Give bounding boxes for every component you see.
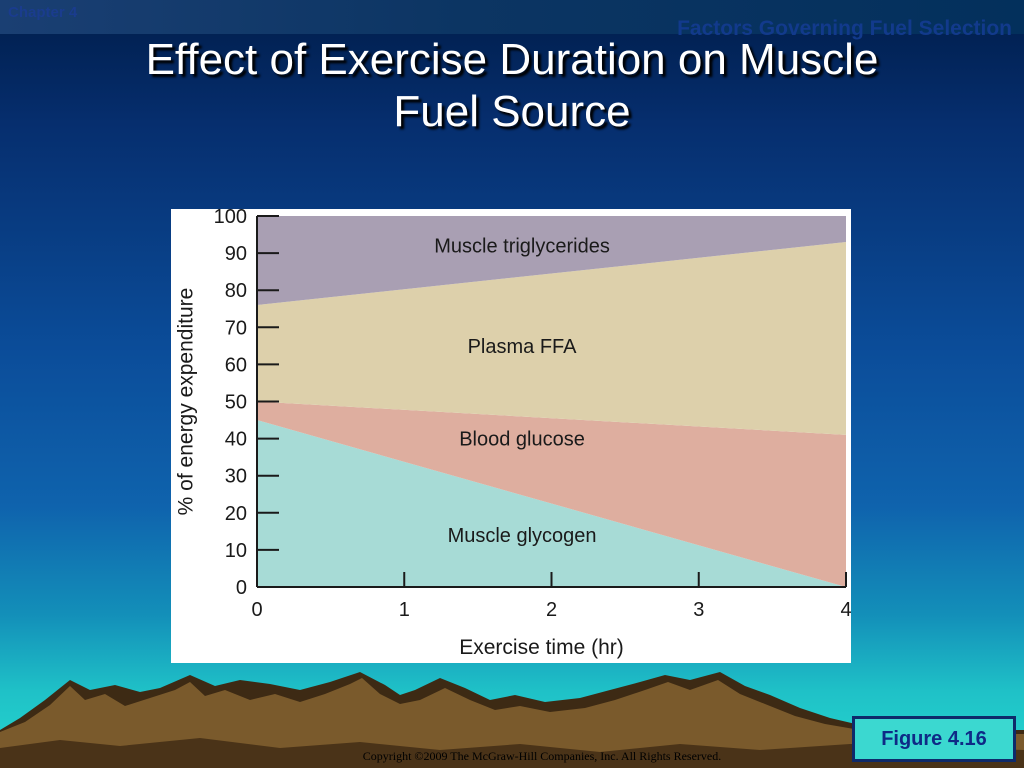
area-muscle-glycogen — [257, 420, 846, 587]
x-tick-label: 3 — [693, 599, 704, 621]
area-label-plasma-ffa: Plasma FFA — [468, 336, 578, 358]
y-tick-label: 50 — [225, 392, 247, 414]
y-tick-label: 70 — [225, 317, 247, 339]
x-tick-label: 1 — [399, 599, 410, 621]
y-tick-label: 0 — [236, 577, 247, 599]
area-label-muscle-triglycerides: Muscle triglycerides — [434, 236, 610, 258]
area-plasma-ffa — [257, 241, 846, 435]
y-tick-label: 90 — [225, 243, 247, 265]
y-tick-label: 10 — [225, 540, 247, 562]
slide-title-line-2: Fuel Source — [393, 87, 631, 136]
labels-layer: 0 10 20 30 40 50 60 70 80 90 100 0 1 2 3 4 Exercise time… — [175, 209, 851, 659]
area-label-blood-glucose: Blood glucose — [459, 429, 585, 451]
area-muscle-triglycerides — [257, 216, 846, 306]
y-tick-label: 30 — [225, 466, 247, 488]
x-axis-label: Exercise time (hr) — [459, 636, 624, 659]
y-tick-label: 80 — [225, 280, 247, 302]
y-tick-label: 20 — [225, 503, 247, 525]
mountain-range-decoration — [0, 672, 1024, 768]
copyright-notice: Copyright ©2009 The McGraw-Hill Companie… — [362, 749, 722, 763]
area-label-muscle-glycogen: Muscle glycogen — [448, 525, 597, 547]
y-tick-label: 60 — [225, 354, 247, 376]
section-title: Factors Governing Fuel Selection — [677, 17, 1012, 40]
slide-title: Effect of Exercise Duration on Muscle Fu… — [0, 34, 1024, 138]
figure-badge: Figure 4.16 — [852, 716, 1016, 762]
chapter-label: Chapter 4 — [8, 4, 78, 21]
mountain-base — [0, 738, 1024, 768]
y-axis-label: % of energy expenditure — [175, 288, 198, 516]
area-blood-glucose — [257, 401, 846, 587]
y-tick-label: 100 — [214, 209, 247, 228]
areas-layer — [257, 216, 846, 587]
chart-panel: 0 10 20 30 40 50 60 70 80 90 100 0 1 2 3 4 Exercise time… — [171, 209, 851, 663]
x-tick-label: 4 — [840, 599, 851, 621]
x-tick-label: 2 — [546, 599, 557, 621]
axes-layer — [256, 215, 847, 588]
figure-badge-label: Figure 4.16 — [881, 727, 987, 750]
x-tick-label: 0 — [251, 599, 262, 621]
header-band — [0, 0, 1024, 34]
y-tick-label: 40 — [225, 429, 247, 451]
slide-title-line-1: Effect of Exercise Duration on Muscle — [145, 35, 879, 84]
stacked-area-chart: 0 10 20 30 40 50 60 70 80 90 100 0 1 2 3 4 Exercise time… — [175, 209, 851, 659]
